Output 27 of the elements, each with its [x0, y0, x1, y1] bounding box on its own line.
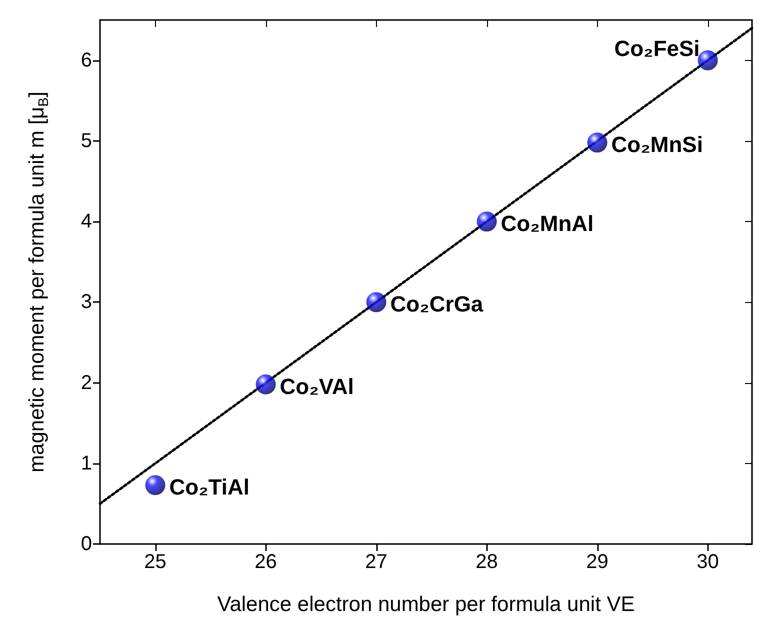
- point: [366, 292, 386, 312]
- x-tick-label: 25: [144, 551, 166, 573]
- point: [698, 50, 718, 70]
- x-tick-label: 26: [254, 551, 277, 573]
- y-tick-label: 4: [80, 210, 92, 233]
- y-tick-label: 0: [80, 533, 92, 555]
- y-tick-label: 5: [80, 130, 92, 152]
- point: [145, 475, 166, 496]
- x-tick-label: 30: [696, 551, 719, 573]
- x-tick-label: 28: [476, 551, 498, 573]
- annotation: Co₂MnAl: [500, 211, 594, 236]
- x-axis-title: Valence electron number per formula unit VE: [217, 593, 635, 616]
- point: [256, 374, 276, 394]
- annotation: Co₂CrGa: [390, 292, 484, 317]
- y-tick-label: 1: [80, 452, 92, 474]
- x-tick-label: 29: [586, 551, 608, 573]
- annotation: Co₂VAl: [280, 374, 354, 399]
- y-tick-label: 6: [80, 49, 92, 72]
- x-tick-label: 27: [365, 551, 388, 573]
- annotation: Co₂TiAl: [169, 474, 250, 500]
- point: [587, 132, 608, 153]
- y-tick-label: 3: [80, 291, 92, 314]
- annotation: Co₂FeSi: [614, 36, 700, 61]
- y-axis-title: magnetic moment per formula unit m [μB]: [26, 92, 51, 472]
- annotation: Co₂MnSi: [611, 132, 703, 158]
- y-tick-label: 2: [80, 372, 92, 394]
- point: [476, 212, 497, 232]
